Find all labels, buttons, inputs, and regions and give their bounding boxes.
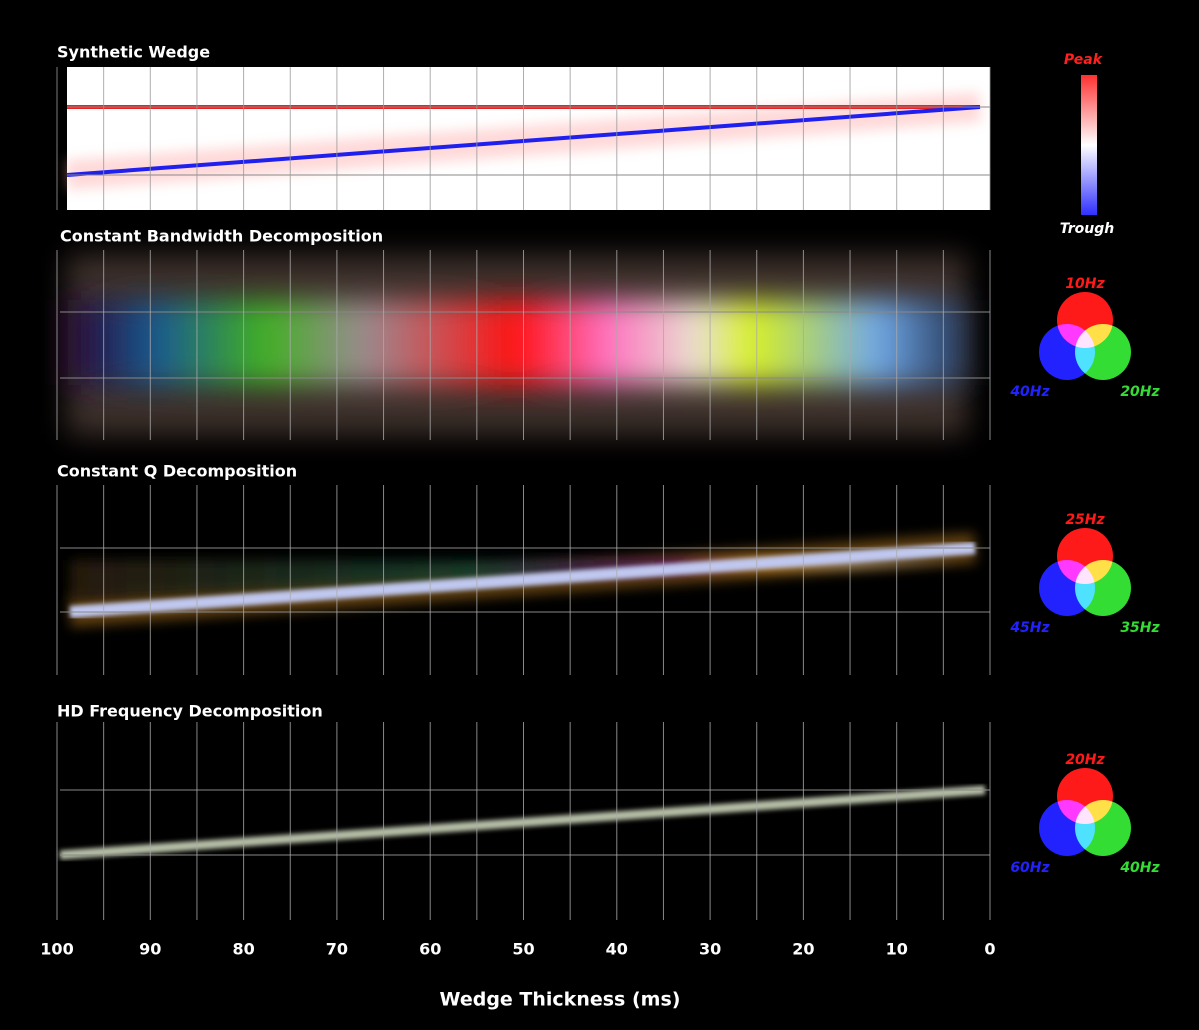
x-tick-label: 30	[699, 940, 721, 959]
panel-synthetic	[67, 67, 1097, 215]
panel-title: Synthetic Wedge	[57, 43, 210, 62]
panel-title: Constant Bandwidth Decomposition	[60, 227, 383, 246]
x-tick-label: 0	[984, 940, 995, 959]
x-tick-label: 100	[40, 940, 73, 959]
x-tick-label: 60	[419, 940, 441, 959]
legend-label: 40Hz	[1119, 860, 1160, 876]
legend-label: 20Hz	[1120, 384, 1160, 400]
legend-circle	[1039, 560, 1095, 616]
legend-circle	[1039, 324, 1095, 380]
legend-label: 10Hz	[1065, 276, 1105, 292]
legend-label: 25Hz	[1065, 512, 1105, 528]
x-axis-label: Wedge Thickness (ms)	[440, 989, 681, 1011]
colorbar	[1081, 75, 1097, 215]
legend-label: 20Hz	[1065, 752, 1105, 768]
x-tick-label: 50	[512, 940, 534, 959]
legend-circle	[1039, 800, 1095, 856]
x-tick-label: 10	[886, 940, 908, 959]
x-tick-label: 80	[232, 940, 254, 959]
legend-label: Peak	[1064, 52, 1104, 68]
x-tick-label: 40	[606, 940, 628, 959]
legend-label: 40Hz	[1009, 384, 1050, 400]
x-tick-label: 20	[792, 940, 814, 959]
panel-title: HD Frequency Decomposition	[57, 702, 323, 721]
legend-label: 45Hz	[1009, 620, 1050, 636]
panel-title: Constant Q Decomposition	[57, 462, 297, 481]
legend-label: 35Hz	[1120, 620, 1160, 636]
x-tick-label: 70	[326, 940, 348, 959]
figure: Wedge Thickness (ms) 1009080706050403020…	[0, 0, 1199, 1030]
panel-bandwidth	[67, 255, 967, 435]
legend-label: 60Hz	[1010, 860, 1050, 876]
legend-label: Trough	[1060, 221, 1115, 237]
x-tick-label: 90	[139, 940, 161, 959]
